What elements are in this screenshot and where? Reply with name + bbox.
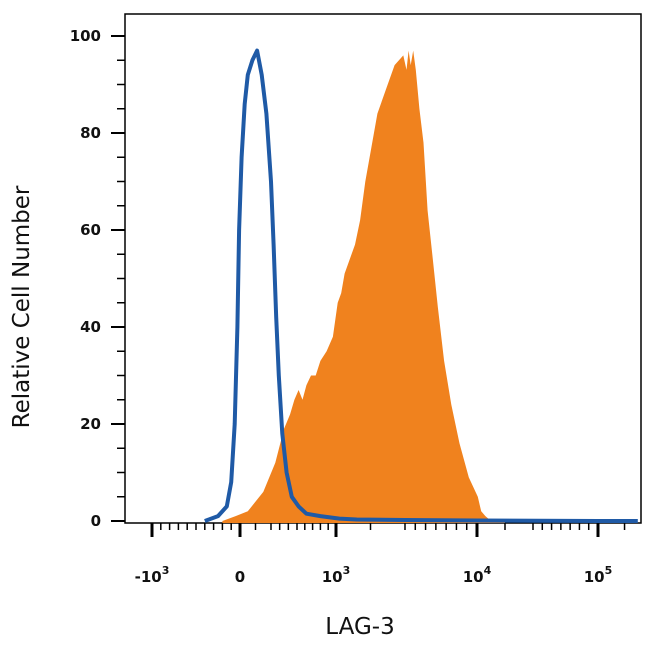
x-axis-label: LAG-3 bbox=[325, 614, 394, 640]
y-tick-label: 80 bbox=[80, 124, 101, 142]
x-tick-label: 104 bbox=[463, 564, 492, 586]
series-outline-histogram bbox=[204, 48, 638, 523]
y-axis: 0 20 40 60 80 100 bbox=[70, 27, 125, 530]
x-tick-label: 105 bbox=[584, 564, 613, 586]
series-filled-histogram bbox=[222, 50, 505, 523]
y-tick-label: 60 bbox=[80, 221, 101, 239]
x-tick-label: 103 bbox=[322, 564, 351, 586]
x-axis: -103 0 103 104 105 bbox=[135, 523, 626, 586]
x-tick-label: 0 bbox=[235, 568, 245, 586]
y-tick-label: 40 bbox=[80, 318, 101, 336]
y-tick-label: 100 bbox=[70, 27, 101, 45]
y-tick-label: 0 bbox=[91, 512, 101, 530]
y-tick-label: 20 bbox=[80, 415, 101, 433]
y-axis-label: Relative Cell Number bbox=[9, 185, 35, 428]
x-tick-label: -103 bbox=[135, 564, 170, 586]
